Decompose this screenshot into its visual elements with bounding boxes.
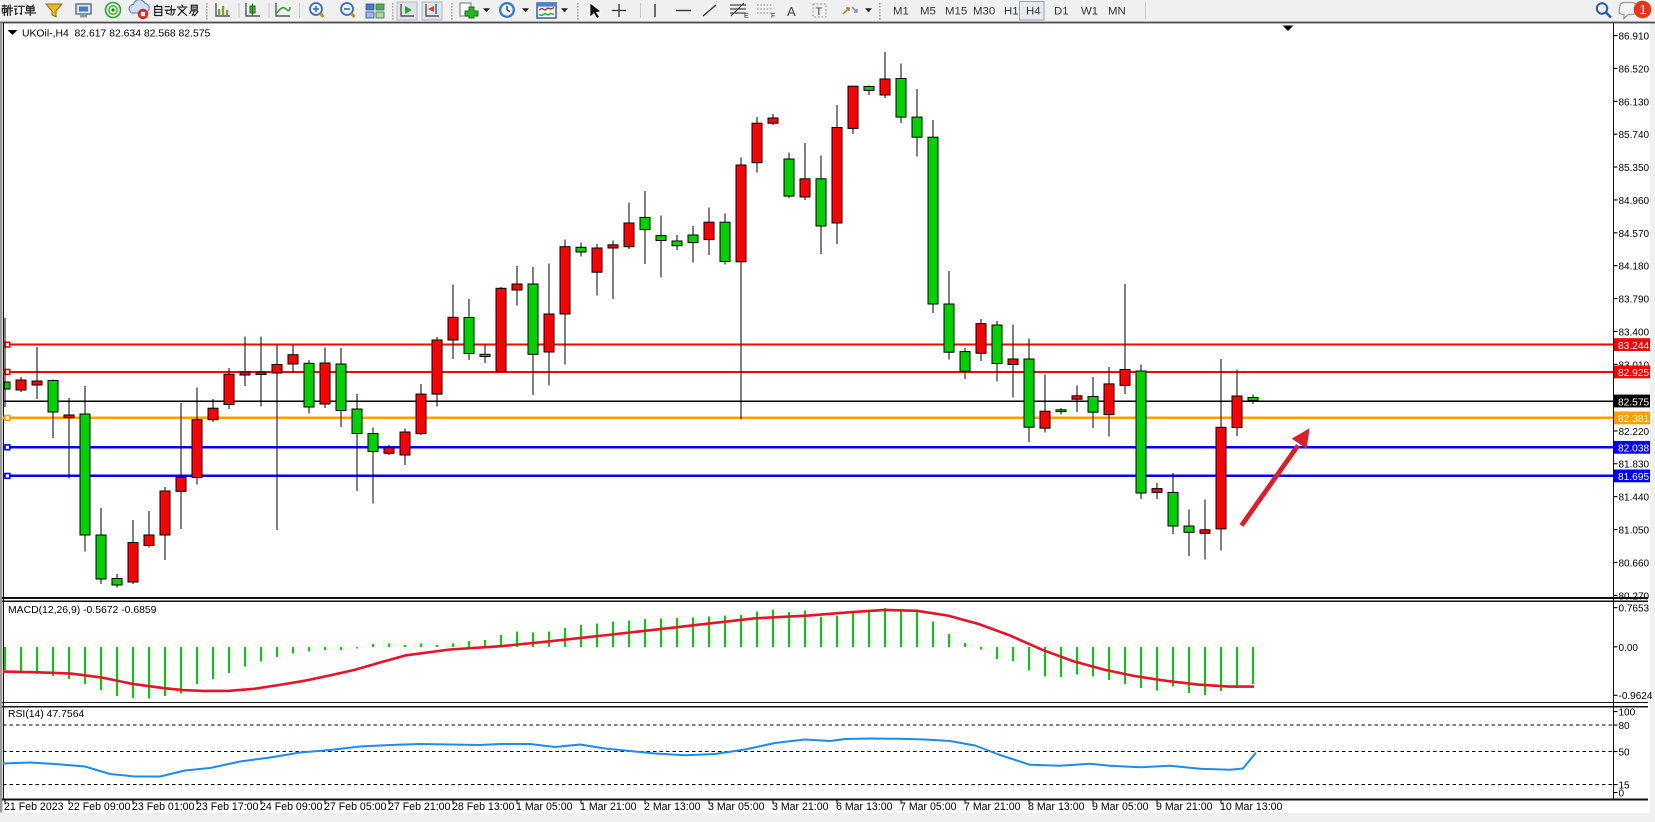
- svg-text:3 Mar 05:00: 3 Mar 05:00: [708, 801, 765, 813]
- svg-text:UKOil-,H4 82.617 82.634 82.56: UKOil-,H4 82.617 82.634 82.568 82.575: [22, 29, 211, 40]
- svg-text:82.925: 82.925: [1618, 368, 1649, 379]
- svg-text:1 Mar 05:00: 1 Mar 05:00: [516, 801, 573, 813]
- svg-text:15: 15: [1619, 781, 1631, 792]
- svg-text:3 Mar 21:00: 3 Mar 21:00: [772, 801, 829, 813]
- svg-text:86.130: 86.130: [1619, 97, 1650, 108]
- svg-text:50: 50: [1619, 748, 1631, 759]
- svg-text:23 Feb 17:00: 23 Feb 17:00: [196, 801, 259, 813]
- svg-text:1: 1: [1640, 3, 1647, 17]
- svg-text:21 Feb 2023: 21 Feb 2023: [4, 801, 64, 813]
- svg-text:7 Mar 05:00: 7 Mar 05:00: [900, 801, 957, 813]
- svg-text:9 Mar 21:00: 9 Mar 21:00: [1156, 801, 1213, 813]
- svg-text:H1: H1: [1004, 6, 1019, 18]
- svg-text:83.400: 83.400: [1619, 327, 1650, 338]
- svg-text:MACD(12,26,9) -0.5672 -0.6859: MACD(12,26,9) -0.5672 -0.6859: [8, 605, 157, 616]
- svg-text:0.00: 0.00: [1619, 643, 1639, 654]
- svg-text:E: E: [744, 13, 749, 20]
- svg-text:81.440: 81.440: [1619, 493, 1650, 504]
- svg-text:80.270: 80.270: [1619, 591, 1650, 602]
- svg-text:81.695: 81.695: [1618, 472, 1649, 483]
- svg-text:-0.9624: -0.9624: [1619, 691, 1653, 702]
- svg-text:80.660: 80.660: [1619, 558, 1650, 569]
- svg-text:D1: D1: [1054, 6, 1069, 18]
- svg-text:M15: M15: [945, 6, 967, 18]
- svg-text:84.960: 84.960: [1619, 196, 1650, 207]
- svg-text:22 Feb 09:00: 22 Feb 09:00: [68, 801, 131, 813]
- svg-text:M1: M1: [893, 6, 909, 18]
- svg-text:82.381: 82.381: [1618, 414, 1649, 425]
- svg-text:80: 80: [1619, 721, 1631, 732]
- svg-text:23 Feb 01:00: 23 Feb 01:00: [132, 801, 195, 813]
- svg-text:0: 0: [1619, 789, 1625, 800]
- svg-text:84.570: 84.570: [1619, 229, 1650, 240]
- svg-text:0.7653: 0.7653: [1619, 604, 1650, 615]
- svg-text:W1: W1: [1081, 6, 1098, 18]
- svg-text:M30: M30: [973, 6, 995, 18]
- svg-text:T: T: [816, 6, 823, 18]
- svg-text:2 Mar 13:00: 2 Mar 13:00: [644, 801, 701, 813]
- svg-text:A: A: [787, 4, 796, 19]
- svg-text:24 Feb 09:00: 24 Feb 09:00: [260, 801, 323, 813]
- svg-text:86.910: 86.910: [1619, 32, 1650, 43]
- svg-text:F: F: [771, 13, 775, 20]
- svg-text:7 Mar 21:00: 7 Mar 21:00: [964, 801, 1021, 813]
- svg-text:27 Feb 21:00: 27 Feb 21:00: [388, 801, 451, 813]
- svg-text:86.520: 86.520: [1619, 64, 1650, 75]
- svg-text:10 Mar 13:00: 10 Mar 13:00: [1220, 801, 1283, 813]
- svg-text:8 Mar 13:00: 8 Mar 13:00: [1028, 801, 1085, 813]
- svg-text:81.830: 81.830: [1619, 460, 1650, 471]
- svg-text:9 Mar 05:00: 9 Mar 05:00: [1092, 801, 1149, 813]
- svg-text:83.790: 83.790: [1619, 295, 1650, 306]
- svg-text:81.050: 81.050: [1619, 526, 1650, 537]
- svg-text:RSI(14) 47.7564: RSI(14) 47.7564: [8, 709, 84, 720]
- svg-text:6 Mar 13:00: 6 Mar 13:00: [836, 801, 893, 813]
- svg-text:84.180: 84.180: [1619, 262, 1650, 273]
- svg-text:82.575: 82.575: [1618, 397, 1649, 408]
- svg-text:28 Feb 13:00: 28 Feb 13:00: [452, 801, 515, 813]
- svg-text:85.740: 85.740: [1619, 130, 1650, 141]
- svg-text:82.220: 82.220: [1619, 427, 1650, 438]
- svg-text:27 Feb 05:00: 27 Feb 05:00: [324, 801, 387, 813]
- svg-text:H4: H4: [1026, 6, 1041, 18]
- svg-text:100: 100: [1619, 708, 1636, 719]
- svg-text:1 Mar 21:00: 1 Mar 21:00: [580, 801, 637, 813]
- svg-text:MN: MN: [1108, 6, 1126, 18]
- svg-text:85.350: 85.350: [1619, 163, 1650, 174]
- svg-text:82.038: 82.038: [1618, 444, 1649, 455]
- svg-text:83.244: 83.244: [1618, 341, 1649, 352]
- svg-text:M5: M5: [920, 6, 936, 18]
